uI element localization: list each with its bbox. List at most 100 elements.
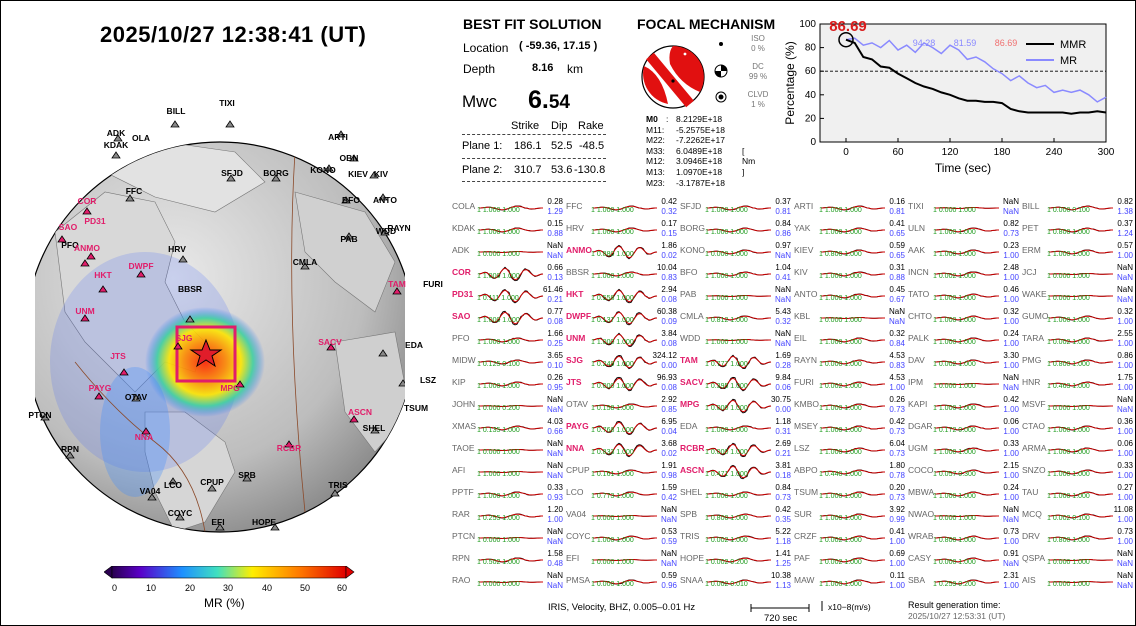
mr-time-chart: 0 60 120 180 240 300 0 20 40 60 80 100 Time (sec) Per… <box>783 18 1115 175</box>
misfit-value: 0.36 <box>1117 417 1133 426</box>
ratio-value: 1.00 <box>1117 537 1133 546</box>
station-name: COYC <box>566 531 591 541</box>
ratio-value: NaN <box>1116 295 1133 304</box>
waveform-cell: ARTI 1 1.000 1.000 0.16 0.81 <box>794 197 908 218</box>
weight-label: 1 1.000 1.000 <box>705 427 748 434</box>
ratio-value: 1.00 <box>889 537 905 546</box>
waveform-trace <box>479 250 543 254</box>
station-name: WAKE <box>1022 289 1047 299</box>
misfit-value: NaN <box>660 549 677 558</box>
weight-label: 1 0.000 1.000 <box>1047 559 1090 566</box>
synthetic-trace <box>478 337 543 343</box>
misfit-value: 0.20 <box>889 483 905 492</box>
station-name: ERM <box>1022 245 1041 255</box>
station-name: BBSR <box>566 267 590 277</box>
ratio-value: 1.00 <box>1003 361 1019 370</box>
weight-label: 1 0.172 0.000 <box>933 427 976 434</box>
synthetic-trace <box>592 535 657 541</box>
synthetic-trace <box>706 491 771 497</box>
waveform-trace <box>706 249 771 255</box>
waveform-trace <box>934 535 999 541</box>
waveform-trace <box>706 227 771 233</box>
station-name: KAPI <box>908 399 928 409</box>
station-label: CMLA <box>292 257 318 267</box>
waveform-trace <box>1049 294 1113 298</box>
waveform-trace <box>592 332 658 347</box>
weight-label: 1 0.249 1.000 <box>591 361 634 368</box>
misfit-value: NaN <box>546 527 563 536</box>
ratio-value: 0.08 <box>661 339 677 348</box>
station-label-red: PAYG <box>88 383 112 393</box>
synthetic-trace <box>934 469 999 475</box>
waveform-cell: OTAV 1 0.158 1.000 2.92 0.85 <box>566 395 680 416</box>
misfit-value: 0.84 <box>775 483 791 492</box>
synthetic-trace <box>706 315 771 321</box>
waveform-cell: EFI 1 0.000 1.000 NaN NaN <box>566 549 680 570</box>
synthetic-trace <box>592 355 658 369</box>
station-name: RCBR <box>680 443 705 453</box>
waveform-trace <box>706 557 771 563</box>
ratio-value: 1.00 <box>1003 251 1019 260</box>
waveform-cell: CRZF 1 0.002 1.000 0.41 1.00 <box>794 527 908 548</box>
location-value: ( -59.36, 17.15 ) <box>519 40 598 52</box>
iso-label: ISO <box>751 34 765 43</box>
station-name: CMLA <box>680 311 704 321</box>
weight-label: 1 0.002 1.000 <box>933 361 976 368</box>
peak-marker <box>838 31 854 48</box>
station-name: NWAO <box>908 509 935 519</box>
mt-value: 1.0970E+18 <box>676 166 723 177</box>
synthetic-trace <box>934 425 999 431</box>
ratio-value: 0.00 <box>661 361 677 370</box>
ratio-value: 0.98 <box>661 471 677 480</box>
weight-label: 1 0.800 1.000 <box>933 537 976 544</box>
station-name: LSZ <box>794 443 810 453</box>
misfit-value: 1.18 <box>775 417 791 426</box>
waveform-cell: COR 1 1.000 1.000 0.66 0.13 <box>452 263 566 284</box>
weight-label: 1 1.000 1.000 <box>477 317 520 324</box>
station-label: VA04 <box>139 486 161 496</box>
station-name: INCN <box>908 267 929 277</box>
waveform-cell: AFI 1 1.000 1.000 NaN NaN <box>452 461 566 482</box>
synthetic-trace <box>707 295 771 298</box>
waveform-cell: CHTO 1 1.000 1.000 0.32 1.00 <box>908 307 1022 328</box>
misfit-value: 4.03 <box>547 417 563 426</box>
station-name: COR <box>452 267 471 277</box>
waveform-cell: PMG 1 0.800 1.000 0.86 1.00 <box>1022 351 1136 372</box>
station-name: MSEY <box>794 421 819 431</box>
station-name: JOHN <box>452 399 476 409</box>
weight-label: 1 1.000 1.000 <box>477 471 520 478</box>
station-name: PFO <box>452 333 470 343</box>
waveform-trace <box>592 311 658 326</box>
waveform-cell: KAPI 1 1.000 1.000 0.42 1.00 <box>908 395 1022 416</box>
synthetic-trace <box>934 447 999 453</box>
station-name: UNM <box>566 333 586 343</box>
synthetic-trace <box>478 557 543 563</box>
station-name: LCO <box>566 487 584 497</box>
synthetic-trace <box>592 289 658 303</box>
weight-label: 1 0.000 1.000 <box>477 537 520 544</box>
ratio-value: 0.02 <box>661 251 677 260</box>
waveform-cell: CASY 1 0.000 1.000 0.91 NaN <box>908 549 1022 570</box>
waveform-cell: BILL 1 0.000 0.100 0.82 1.38 <box>1022 197 1136 218</box>
synthetic-trace <box>934 579 999 585</box>
plane-dip: 53.6 <box>551 164 573 176</box>
weight-label: 1 0.000 1.000 <box>591 383 634 390</box>
station-name: CHTO <box>908 311 932 321</box>
station-name: JTS <box>566 377 582 387</box>
waveform-cell: SACV 1 0.395 1.000 9.84 0.06 <box>680 373 794 394</box>
waveform-cell: WRAB 1 0.800 1.000 0.73 1.00 <box>908 527 1022 548</box>
waveform-trace <box>934 557 1000 563</box>
waveform-cell: MIDW 1 0.125 0.100 3.65 0.10 <box>452 351 566 372</box>
misfit-value: 3.81 <box>775 461 791 470</box>
ratio-value: 0.35 <box>775 515 791 524</box>
synthetic-trace <box>820 271 885 277</box>
station-label: FFC <box>125 186 143 196</box>
ratio-value: 1.00 <box>1003 405 1019 414</box>
waveform-trace <box>935 207 999 210</box>
ratio-value: 1.00 <box>1117 515 1133 524</box>
weight-label: 1 0.000 1.000 <box>1047 273 1090 280</box>
synthetic-trace <box>478 205 543 211</box>
dc-glyph-icon <box>714 64 728 78</box>
misfit-value: 9.84 <box>775 373 791 382</box>
synthetic-trace <box>706 579 771 585</box>
